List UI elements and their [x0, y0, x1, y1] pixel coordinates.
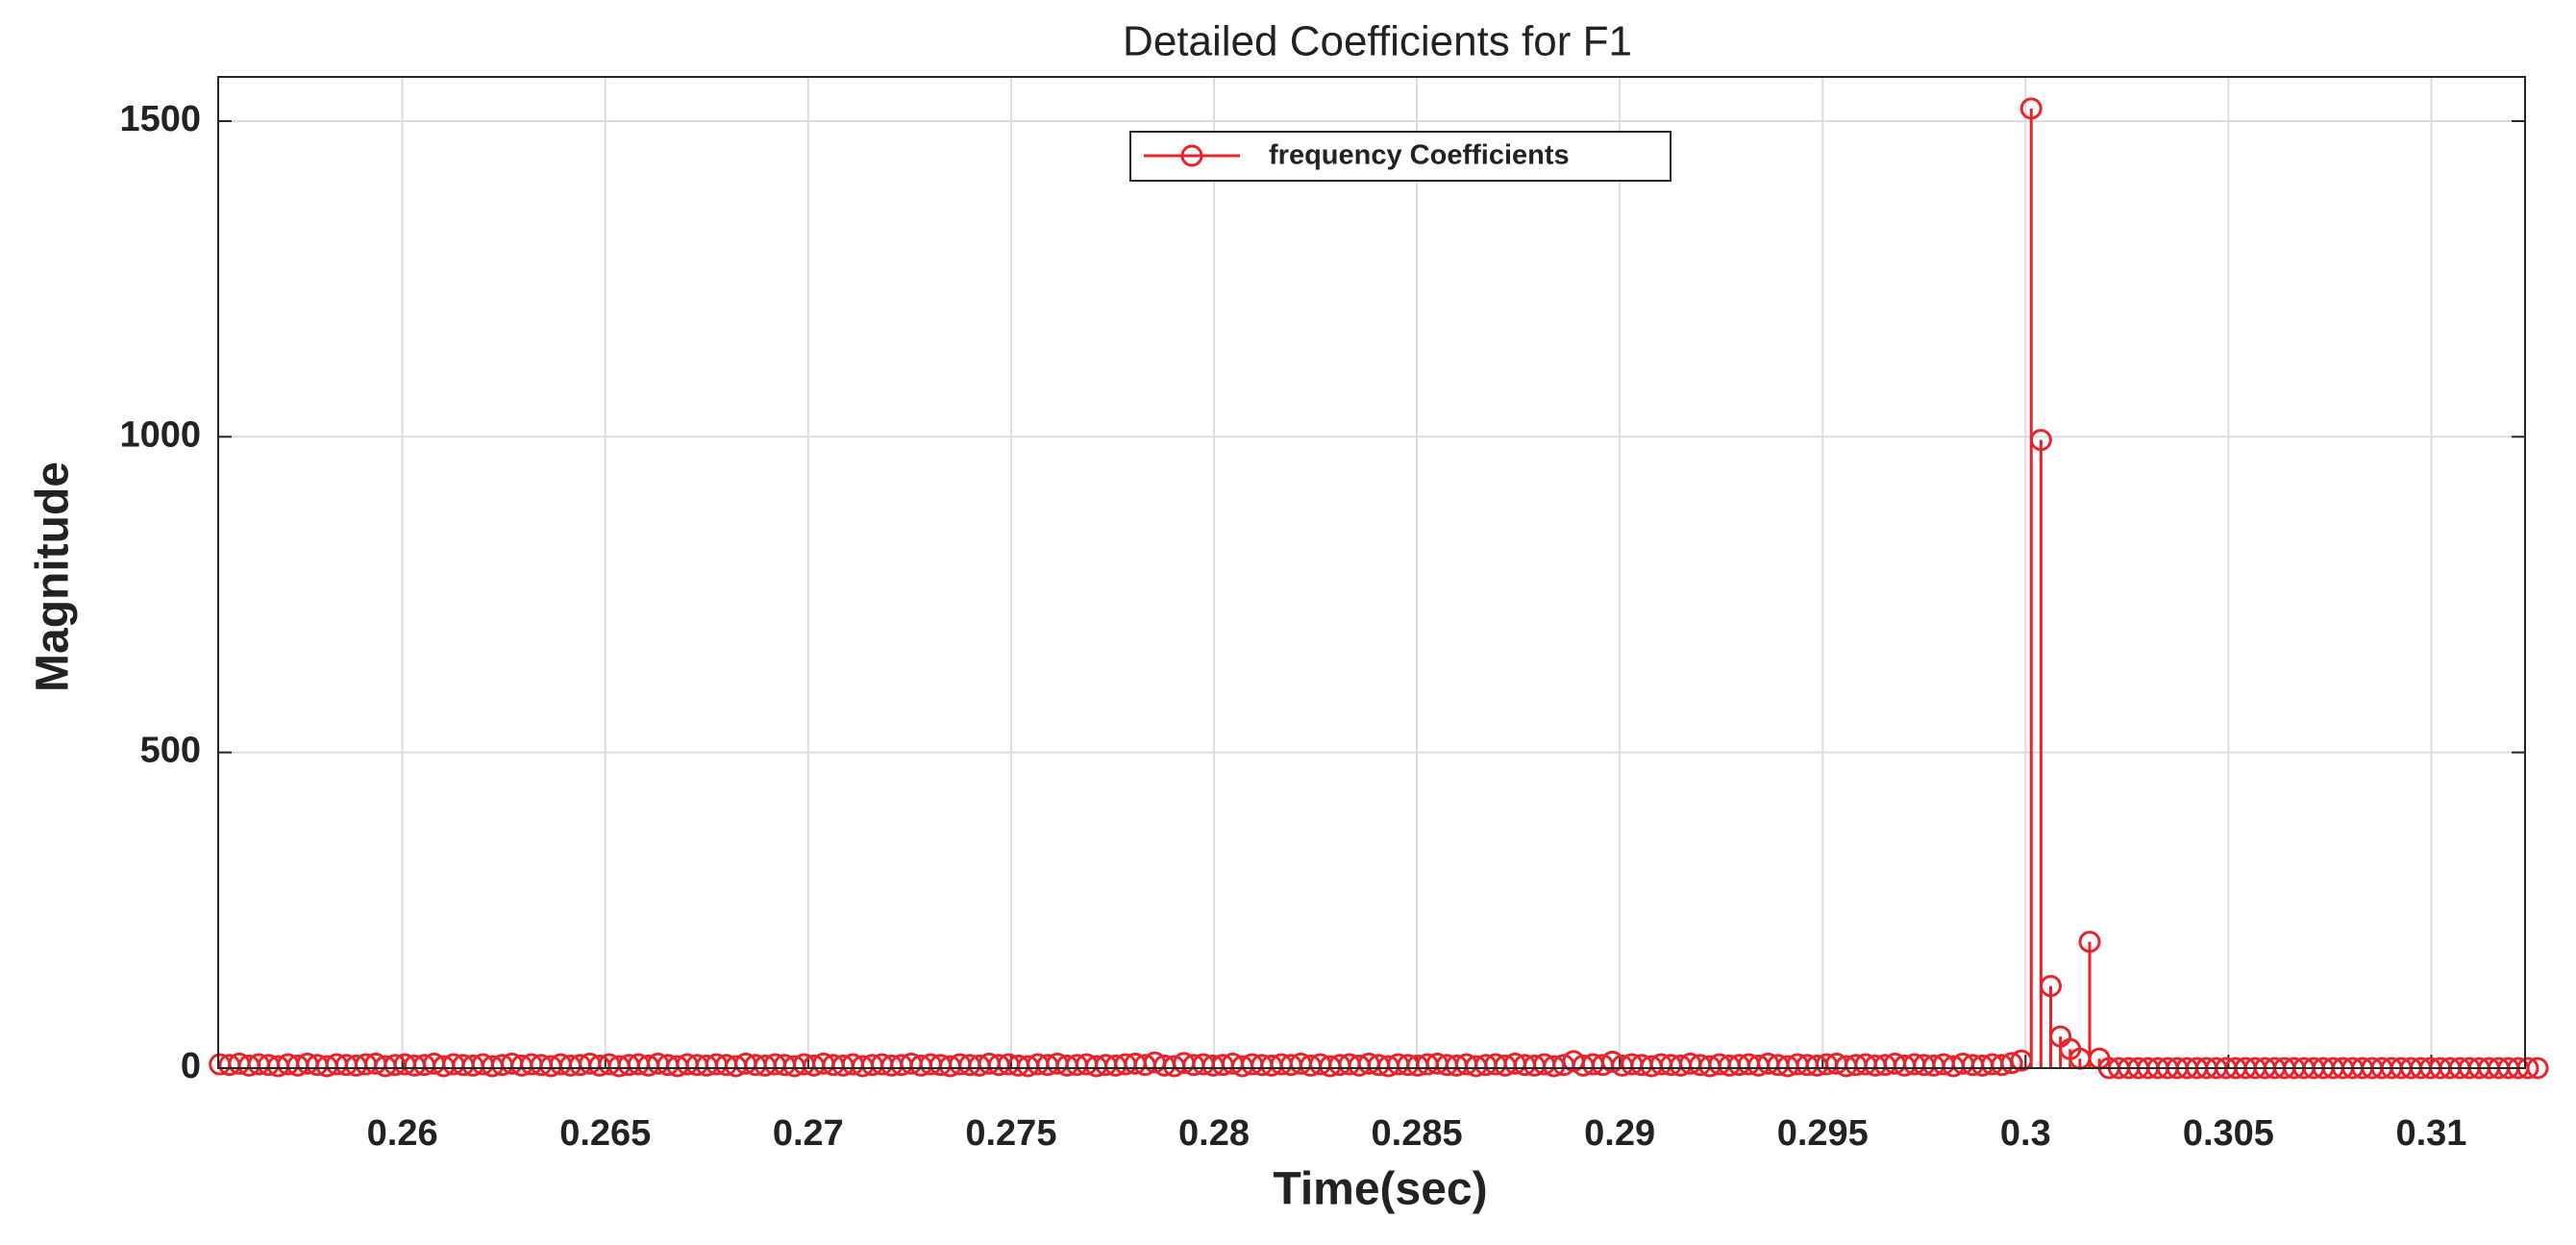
x-tick-label: 0.265	[559, 1113, 651, 1154]
x-tick-label: 0.31	[2395, 1113, 2466, 1154]
stem-marker	[2526, 1057, 2549, 1080]
x-tick-label: 0.305	[2183, 1113, 2274, 1154]
x-tick-label: 0.275	[965, 1113, 1056, 1154]
legend-label: frequency Coefficients	[1269, 140, 1570, 171]
stem-marker	[2078, 931, 2101, 954]
chart-title: Detailed Coefficients for F1	[1123, 18, 1632, 65]
x-tick-label: 0.285	[1372, 1113, 1463, 1154]
stem-marker	[2029, 429, 2052, 452]
y-tick-label: 1000	[119, 414, 201, 455]
x-tick-label: 0.3	[2000, 1113, 2051, 1154]
x-tick-label: 0.26	[367, 1113, 438, 1154]
legend: frequency Coefficients	[1129, 131, 1672, 182]
axes-box	[217, 76, 2526, 1069]
x-axis-label: Time(sec)	[1273, 1164, 1487, 1215]
x-tick-label: 0.28	[1178, 1113, 1250, 1154]
y-axis-label: Magnitude	[28, 461, 79, 692]
x-tick-label: 0.29	[1584, 1113, 1655, 1154]
grid	[218, 77, 2525, 1069]
x-tick-label: 0.295	[1777, 1113, 1869, 1154]
y-tick-label: 500	[140, 731, 201, 771]
y-tick-label: 1500	[119, 99, 201, 139]
y-tick-label: 0	[181, 1046, 201, 1086]
stem-marker	[2039, 975, 2062, 998]
legend-marker	[1180, 144, 1203, 167]
x-tick-label: 0.27	[773, 1113, 844, 1154]
stem-marker	[2019, 97, 2043, 120]
